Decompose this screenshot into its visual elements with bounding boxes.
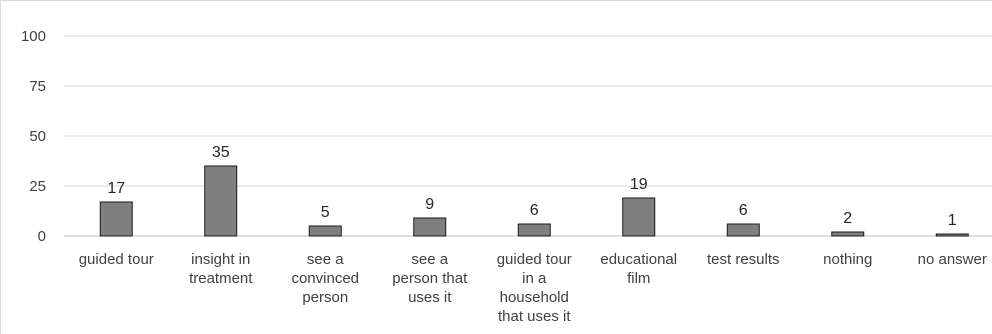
y-tick-label: 25 [29, 178, 46, 195]
category-label: nothing [823, 251, 872, 268]
category-label-line: nothing [823, 251, 872, 268]
category-label: guided tour [79, 251, 154, 268]
bar [517, 223, 551, 237]
category-label-line: convinced [291, 270, 359, 287]
category-label: test results [707, 251, 780, 268]
category-label-line: insight in [191, 251, 250, 268]
category-label-line: uses it [408, 289, 452, 306]
data-label: 19 [630, 176, 648, 193]
category-label-line: person [302, 289, 348, 306]
data-label: 17 [107, 180, 125, 197]
bar [831, 231, 865, 237]
category-label-line: that uses it [498, 308, 571, 325]
data-label: 6 [530, 202, 539, 219]
category-label-line: test results [707, 251, 780, 268]
category-label-line: educational [600, 251, 677, 268]
data-labels: 17 35 5 9 6 19 6 2 1 [107, 144, 956, 229]
category-label-line: guided tour [497, 251, 572, 268]
category-label-line: treatment [189, 270, 253, 287]
bar [204, 165, 238, 237]
category-label-line: guided tour [79, 251, 154, 268]
gridlines [64, 35, 992, 237]
bar [726, 223, 760, 237]
data-label: 35 [212, 144, 230, 161]
category-label: no answer [918, 251, 987, 268]
category-label-line: see a [411, 251, 448, 268]
bar [308, 225, 342, 237]
category-label: guided tour in a household that uses it [497, 251, 572, 325]
y-tick-label: 75 [29, 78, 46, 95]
data-label: 6 [739, 202, 748, 219]
y-axis-ticks: 0 25 50 75 100 [21, 28, 46, 245]
bar [935, 233, 969, 237]
bar [413, 217, 447, 237]
data-label: 9 [425, 196, 434, 213]
category-label: insight in treatment [189, 251, 253, 287]
category-label-line: no answer [918, 251, 987, 268]
category-label-line: in a [522, 270, 547, 287]
data-label: 2 [843, 210, 852, 227]
category-label-line: household [500, 289, 569, 306]
category-label-line: see a [307, 251, 344, 268]
bar [622, 197, 656, 237]
y-tick-label: 0 [38, 228, 46, 245]
data-label: 1 [948, 212, 957, 229]
y-tick-label: 50 [29, 128, 46, 145]
category-label: see a person that uses it [392, 251, 468, 306]
category-labels: guided tour insight in treatment see a convi… [79, 251, 987, 325]
category-label-line: film [627, 270, 650, 287]
y-tick-label: 100 [21, 28, 46, 45]
bars [99, 165, 969, 237]
category-label: see a convinced person [291, 251, 359, 306]
category-label: educational film [600, 251, 677, 287]
data-label: 5 [321, 204, 330, 221]
bar [99, 201, 133, 237]
category-label-line: person that [392, 270, 468, 287]
